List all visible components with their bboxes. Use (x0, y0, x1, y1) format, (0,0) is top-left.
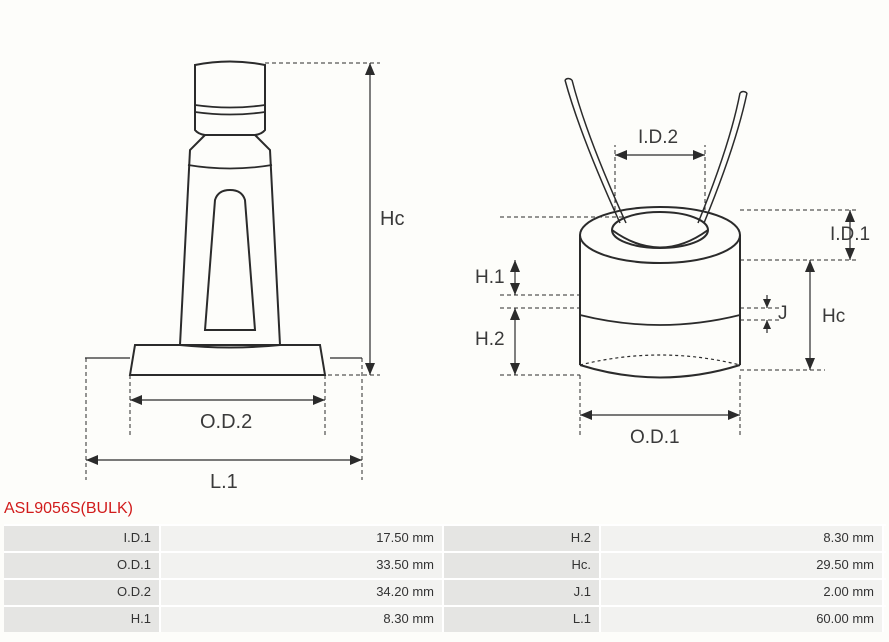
spec-label: O.D.2 (4, 580, 161, 605)
label-H1: H.1 (475, 267, 505, 288)
spec-value: 8.30 mm (601, 526, 884, 551)
specifications-section: ASL9056S(BULK) I.D.117.50 mmH.28.30 mmO.… (4, 500, 886, 632)
label-Hc-left: Hc (380, 208, 404, 230)
label-J: J (778, 303, 788, 324)
spec-value: 2.00 mm (601, 580, 884, 605)
part-number: ASL9056S(BULK) (4, 500, 886, 518)
label-H2: H.2 (475, 329, 505, 350)
table-row: I.D.117.50 mmH.28.30 mm (4, 524, 886, 551)
spec-value: 17.50 mm (161, 526, 444, 551)
spec-label: L.1 (444, 607, 601, 632)
spec-label: I.D.1 (4, 526, 161, 551)
table-row: H.18.30 mmL.160.00 mm (4, 605, 886, 632)
spec-label: O.D.1 (4, 553, 161, 578)
spec-label: Hc. (444, 553, 601, 578)
left-diagram: Hc O.D.2 L.1 (30, 30, 410, 500)
table-row: O.D.234.20 mmJ.12.00 mm (4, 578, 886, 605)
spec-label: H.2 (444, 526, 601, 551)
label-OD1: O.D.1 (630, 427, 680, 448)
spec-label: J.1 (444, 580, 601, 605)
spec-value: 33.50 mm (161, 553, 444, 578)
spec-value: 8.30 mm (161, 607, 444, 632)
spec-value: 60.00 mm (601, 607, 884, 632)
right-diagram: I.D.2 H.1 H.2 I.D.1 (460, 55, 880, 485)
label-ID2: I.D.2 (638, 127, 678, 148)
technical-drawing: Hc O.D.2 L.1 (0, 0, 889, 500)
spec-value: 34.20 mm (161, 580, 444, 605)
label-Hc-right: Hc (822, 306, 845, 327)
label-ID1: I.D.1 (830, 224, 870, 245)
label-L1: L.1 (210, 471, 238, 493)
spec-value: 29.50 mm (601, 553, 884, 578)
spec-table: I.D.117.50 mmH.28.30 mmO.D.133.50 mmHc.2… (4, 524, 886, 632)
label-OD2: O.D.2 (200, 411, 252, 433)
spec-label: H.1 (4, 607, 161, 632)
table-row: O.D.133.50 mmHc.29.50 mm (4, 551, 886, 578)
